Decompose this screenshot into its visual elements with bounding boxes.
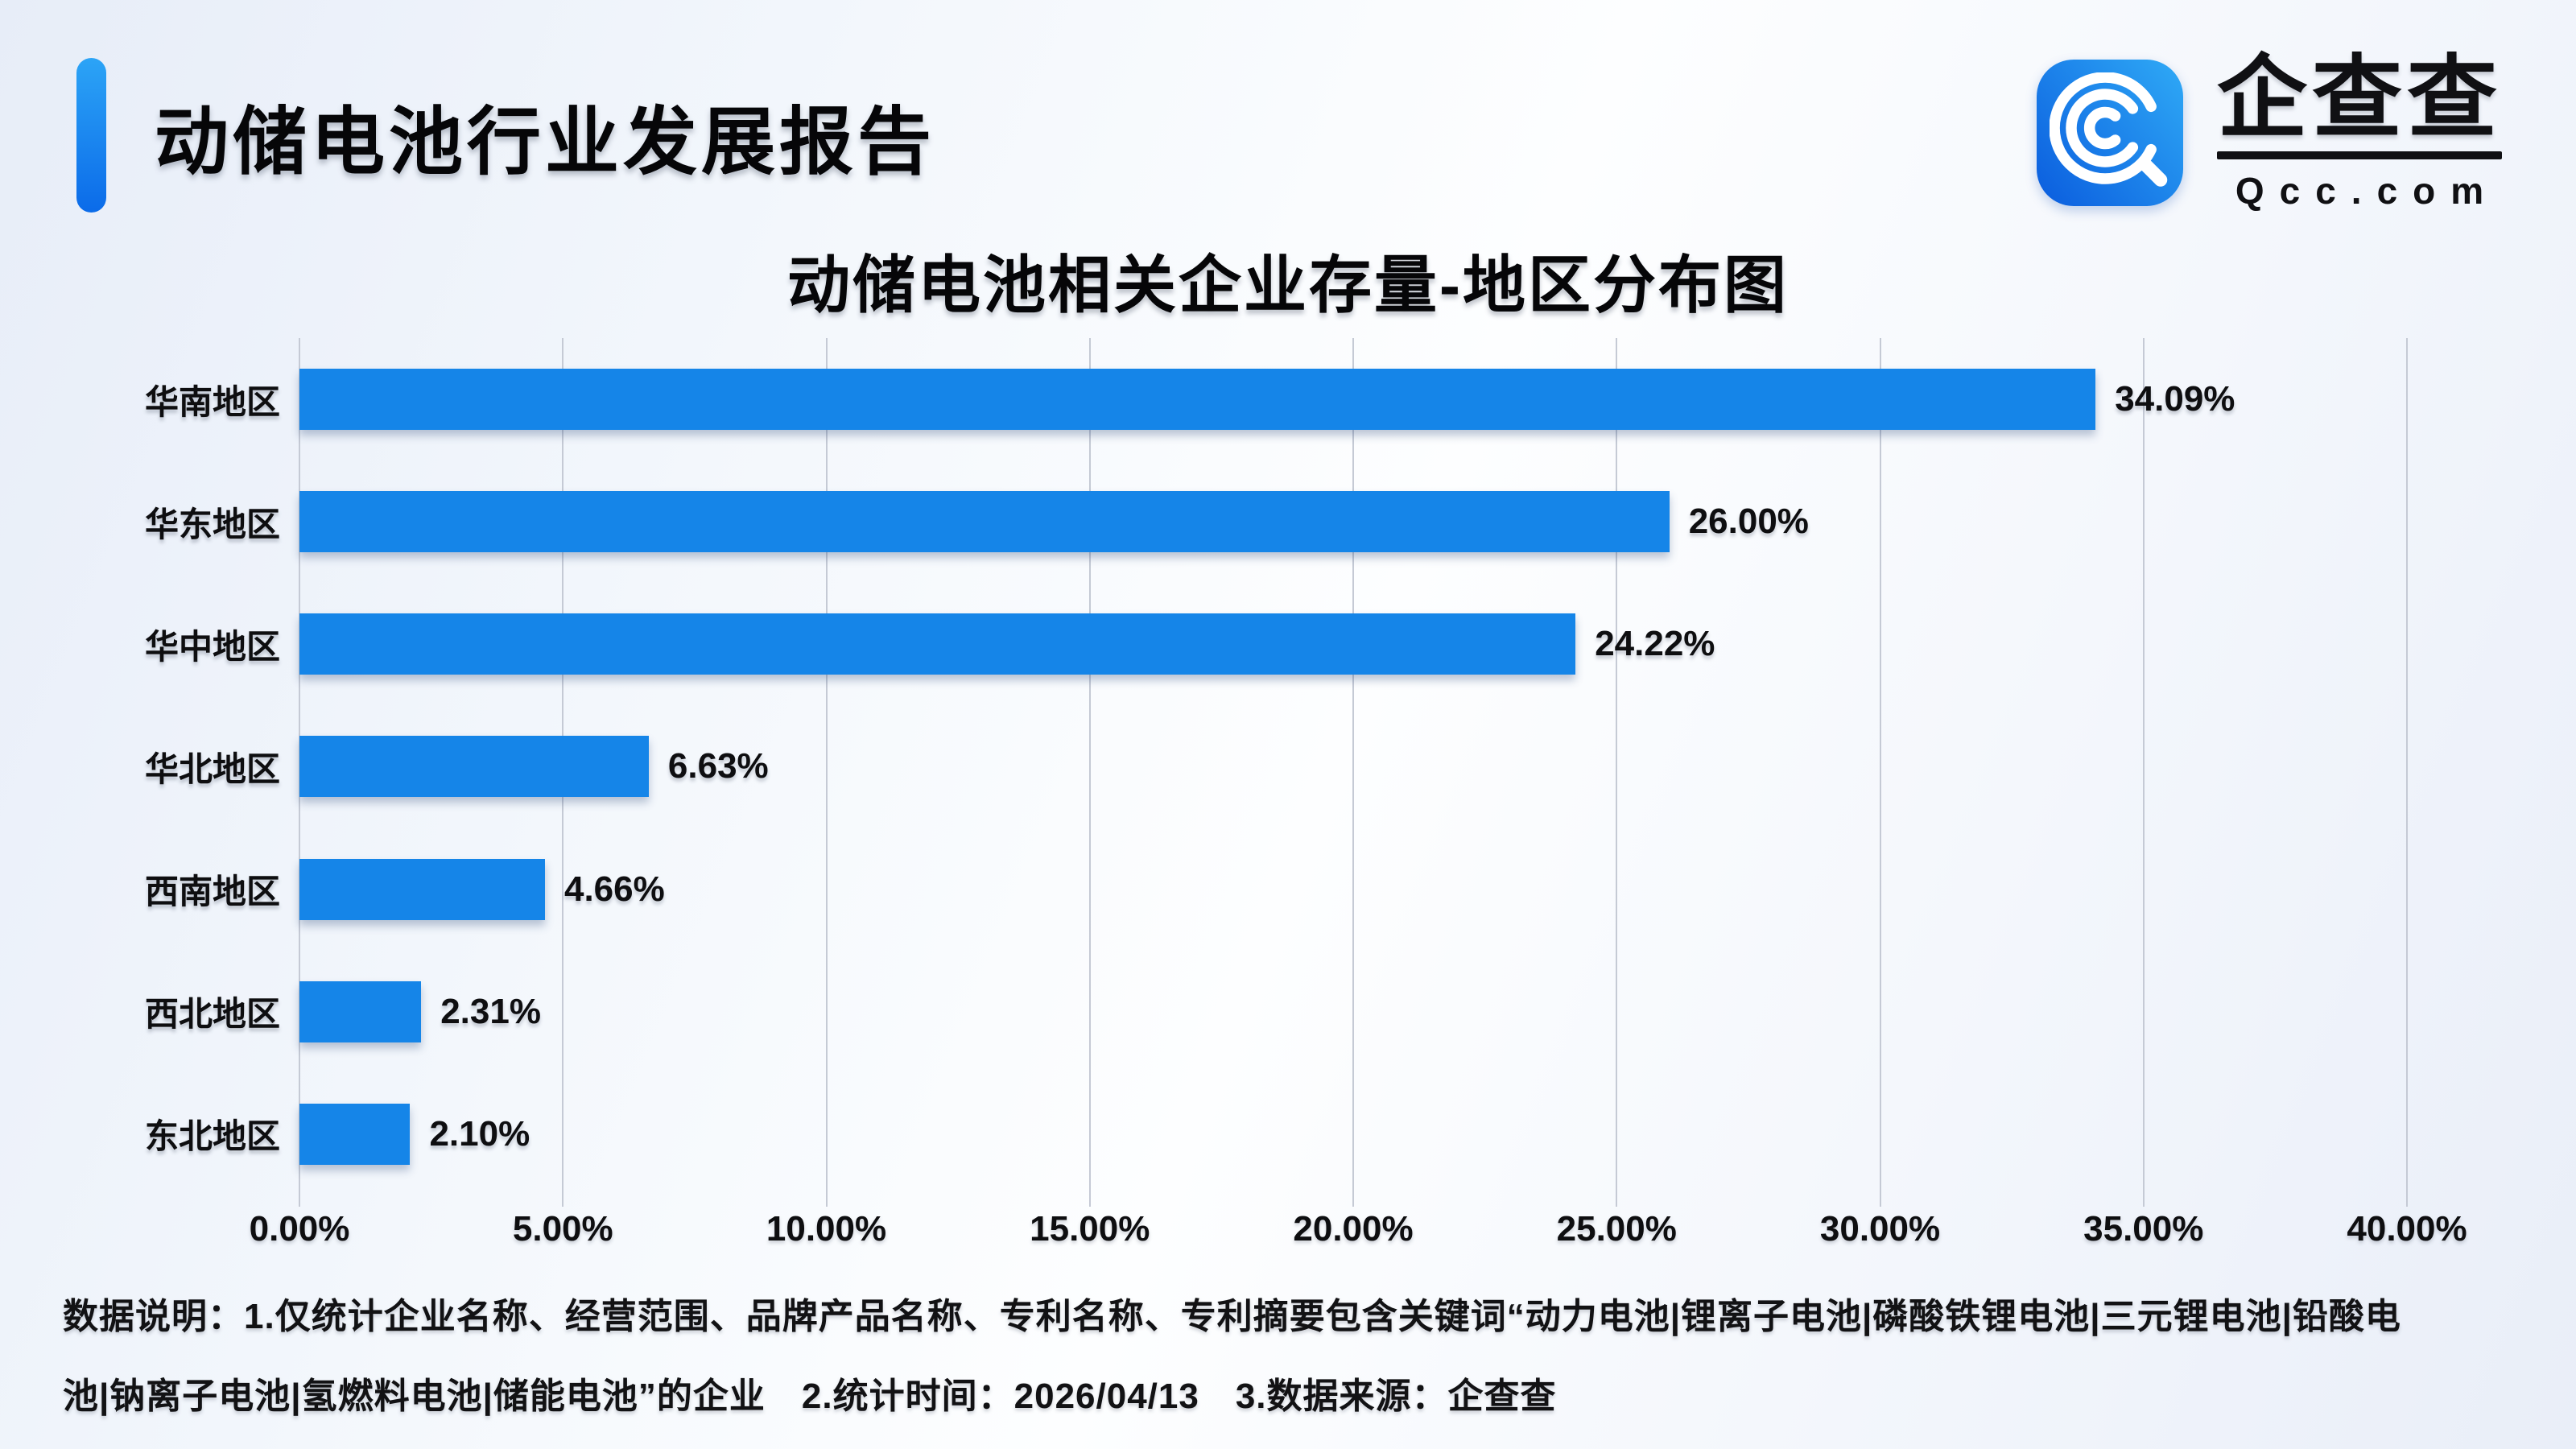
chart-bar <box>299 736 649 798</box>
title-accent-bar <box>76 58 106 213</box>
chart-row: 华中地区 24.22% <box>145 583 2407 705</box>
x-tick-label: 5.00% <box>512 1209 613 1249</box>
chart-row: 华北地区 6.63% <box>145 705 2407 828</box>
value-label: 4.66% <box>564 869 665 909</box>
category-label: 华南地区 <box>144 382 280 421</box>
report-header: 动储电池行业发展报告 <box>76 58 935 213</box>
chart-bar <box>299 980 422 1042</box>
category-label: 华中地区 <box>144 627 280 666</box>
x-tick-label: 0.00% <box>249 1209 350 1249</box>
value-label: 24.22% <box>1595 624 1715 664</box>
x-tick-label: 30.00% <box>1819 1209 1941 1249</box>
logo-text: 企查查 Qcc.com <box>2217 53 2502 213</box>
category-label: 西南地区 <box>144 873 280 911</box>
x-tick-label: 35.00% <box>2083 1209 2204 1249</box>
x-tick-label: 15.00% <box>1030 1209 1150 1249</box>
category-label: 东北地区 <box>144 1117 280 1156</box>
qcc-magnifier-icon <box>2037 60 2183 206</box>
logo-brand-name: 企查查 <box>2217 47 2502 148</box>
gridline <box>1352 338 1354 1207</box>
gridline <box>1616 338 1618 1207</box>
chart-row: 华东地区 26.00% <box>145 460 2407 583</box>
x-tick-label: 10.00% <box>766 1209 887 1249</box>
logo-underline <box>2217 151 2502 159</box>
value-label: 2.31% <box>440 991 541 1031</box>
x-tick-label: 20.00% <box>1293 1209 1414 1249</box>
chart-row: 华南地区 34.09% <box>145 338 2407 460</box>
chart-title: 动储电池相关企业存量-地区分布图 <box>787 250 1789 320</box>
chart-bar <box>299 613 1576 675</box>
gridline <box>2406 338 2408 1207</box>
value-label: 6.63% <box>667 746 769 786</box>
chart-bar <box>299 491 1670 553</box>
value-label: 2.10% <box>429 1113 530 1154</box>
data-notes: 数据说明：1.仅统计企业名称、经营范围、品牌产品名称、专利名称、专利摘要包含关键… <box>63 1277 2526 1436</box>
data-note-line-1: 数据说明：1.仅统计企业名称、经营范围、品牌产品名称、专利名称、专利摘要包含关键… <box>63 1297 2401 1336</box>
bar-chart-plot: 华南地区 34.09% 华东地区 26.00% 华中地区 24.22% 华北地区 6.63% 西… <box>145 338 2408 1207</box>
x-tick-label: 25.00% <box>1556 1209 1677 1249</box>
x-axis: 0.00% 5.00% 10.00% 15.00% 20.00% 25.00% 30.00%… <box>250 1209 2467 1257</box>
chart-bar <box>299 1103 411 1165</box>
gridline <box>1088 338 1091 1207</box>
chart-bar <box>299 858 545 920</box>
value-label: 26.00% <box>1688 502 1809 542</box>
qcc-logo: 企查查 Qcc.com <box>2037 53 2502 213</box>
chart-row: 东北地区 2.10% <box>145 1073 2407 1195</box>
gridline <box>825 338 828 1207</box>
report-title: 动储电池行业发展报告 <box>155 101 936 184</box>
category-label: 西北地区 <box>144 995 280 1034</box>
category-label: 华东地区 <box>144 505 280 543</box>
chart-rows: 华南地区 34.09% 华东地区 26.00% 华中地区 24.22% 华北地区 6.63% 西… <box>145 338 2407 1195</box>
data-note-line-2: 池|钠离子电池|氢燃料电池|储能电池”的企业 2.统计时间：2026/04/13… <box>63 1377 1557 1416</box>
gridline <box>2142 338 2145 1207</box>
logo-domain: Qcc.com <box>2235 170 2500 212</box>
chart-row: 西北地区 2.31% <box>145 951 2407 1073</box>
value-label: 34.09% <box>2115 379 2235 419</box>
gridline <box>1879 338 1881 1207</box>
chart-bar <box>299 369 2096 431</box>
chart-row: 西南地区 4.66% <box>145 828 2407 951</box>
x-tick-label: 40.00% <box>2347 1209 2467 1249</box>
category-label: 华北地区 <box>144 749 280 788</box>
